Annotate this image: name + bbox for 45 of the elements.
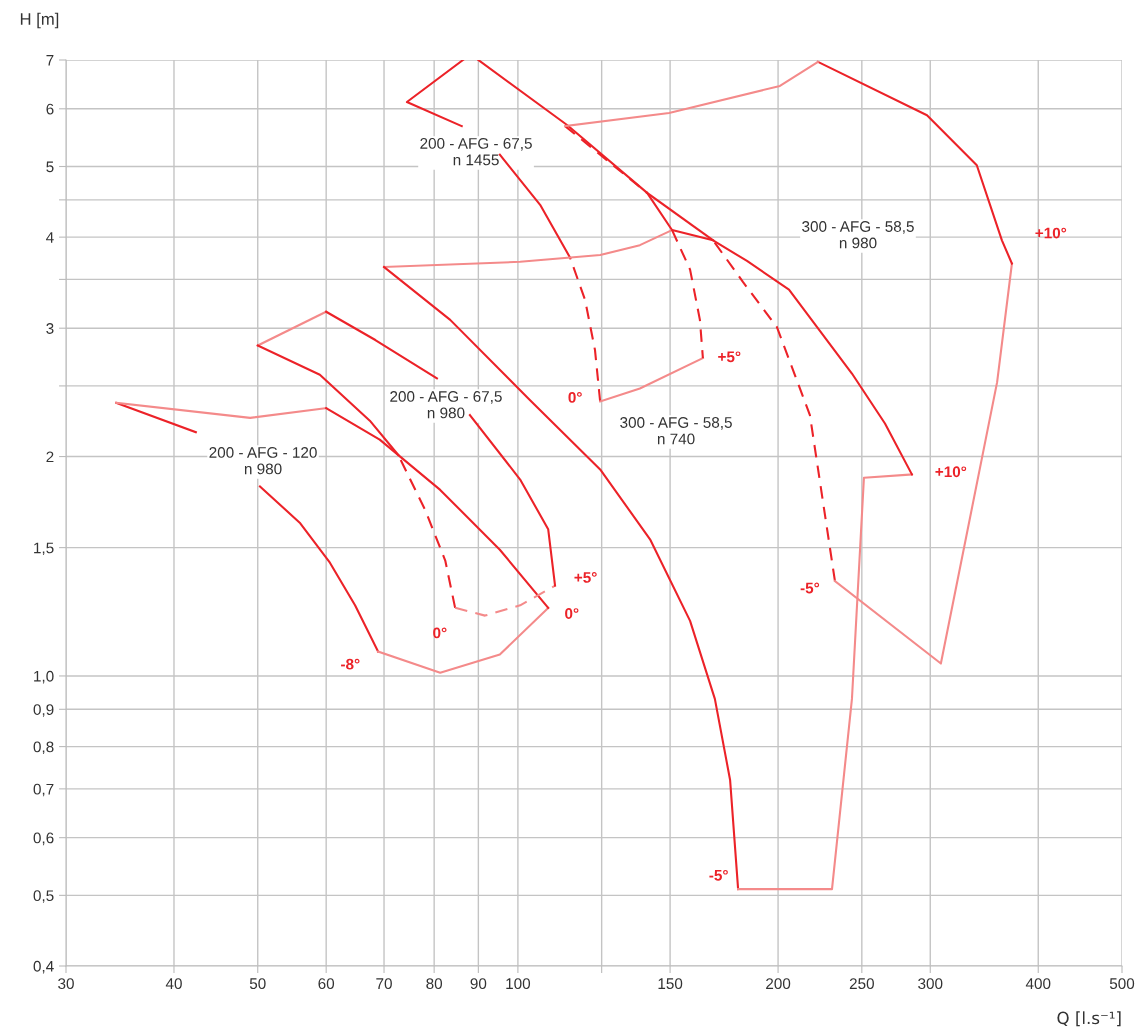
y-tick-label: 0,9 (33, 704, 54, 717)
annotation: +5° (574, 572, 597, 583)
annotation: +10° (935, 466, 967, 478)
x-tick-label: 60 (318, 978, 335, 990)
y-tick-label: 1,5 (34, 542, 54, 556)
y-tick-label: 7 (46, 55, 54, 66)
x-tick-label: 200 (766, 978, 791, 990)
y-tick-label: 0,5 (33, 890, 54, 903)
x-tick-label: 400 (1025, 978, 1051, 990)
annotation: 300 - AFG - 58,5 n 980 (802, 221, 914, 249)
x-tick-label: 250 (849, 978, 874, 990)
annotation: 200 - AFG - 67,5 n 980 (390, 391, 502, 419)
annotation: 0° (433, 627, 447, 639)
annotation: -5° (800, 582, 820, 594)
annotation: -8° (341, 658, 360, 670)
y-axis-title: H [m] (20, 12, 59, 29)
annotation: 0° (565, 608, 579, 619)
x-tick-label: 90 (470, 978, 487, 990)
y-tick-label: 1,0 (34, 670, 54, 684)
x-tick-label: 300 (918, 978, 943, 990)
annotation: 200 - AFG - 120 n 980 (209, 447, 317, 475)
x-axis-title: Q [l.s⁻¹] (1057, 1011, 1121, 1027)
x-tick-label: 50 (249, 978, 266, 990)
x-tick-label: 30 (58, 978, 74, 990)
y-tick-label: 4 (46, 232, 54, 243)
x-tick-label: 40 (165, 978, 182, 990)
y-tick-label: 0,7 (33, 783, 54, 797)
annotation: +10° (1035, 227, 1067, 239)
y-tick-label: 0,6 (33, 832, 54, 846)
y-tick-label: 3 (46, 323, 54, 334)
annotation: 300 - AFG - 58,5 n 740 (620, 417, 732, 445)
y-tick-label: 0,4 (33, 960, 54, 974)
y-tick-label: 0,8 (33, 741, 54, 755)
annotation: -5° (709, 869, 728, 881)
x-tick-label: 70 (376, 978, 392, 990)
y-tick-label: 2 (46, 451, 54, 463)
annotation: 200 - AFG - 67,5 n 1455 (420, 138, 532, 166)
y-tick-label: 5 (46, 161, 54, 173)
x-tick-label: 500 (1109, 978, 1135, 990)
annotation: 0° (568, 391, 582, 403)
x-tick-label: 80 (426, 978, 443, 990)
x-tick-label: 100 (506, 978, 531, 990)
annotation: +5° (718, 351, 741, 363)
x-tick-label: 150 (658, 978, 683, 990)
y-tick-label: 6 (46, 103, 54, 115)
